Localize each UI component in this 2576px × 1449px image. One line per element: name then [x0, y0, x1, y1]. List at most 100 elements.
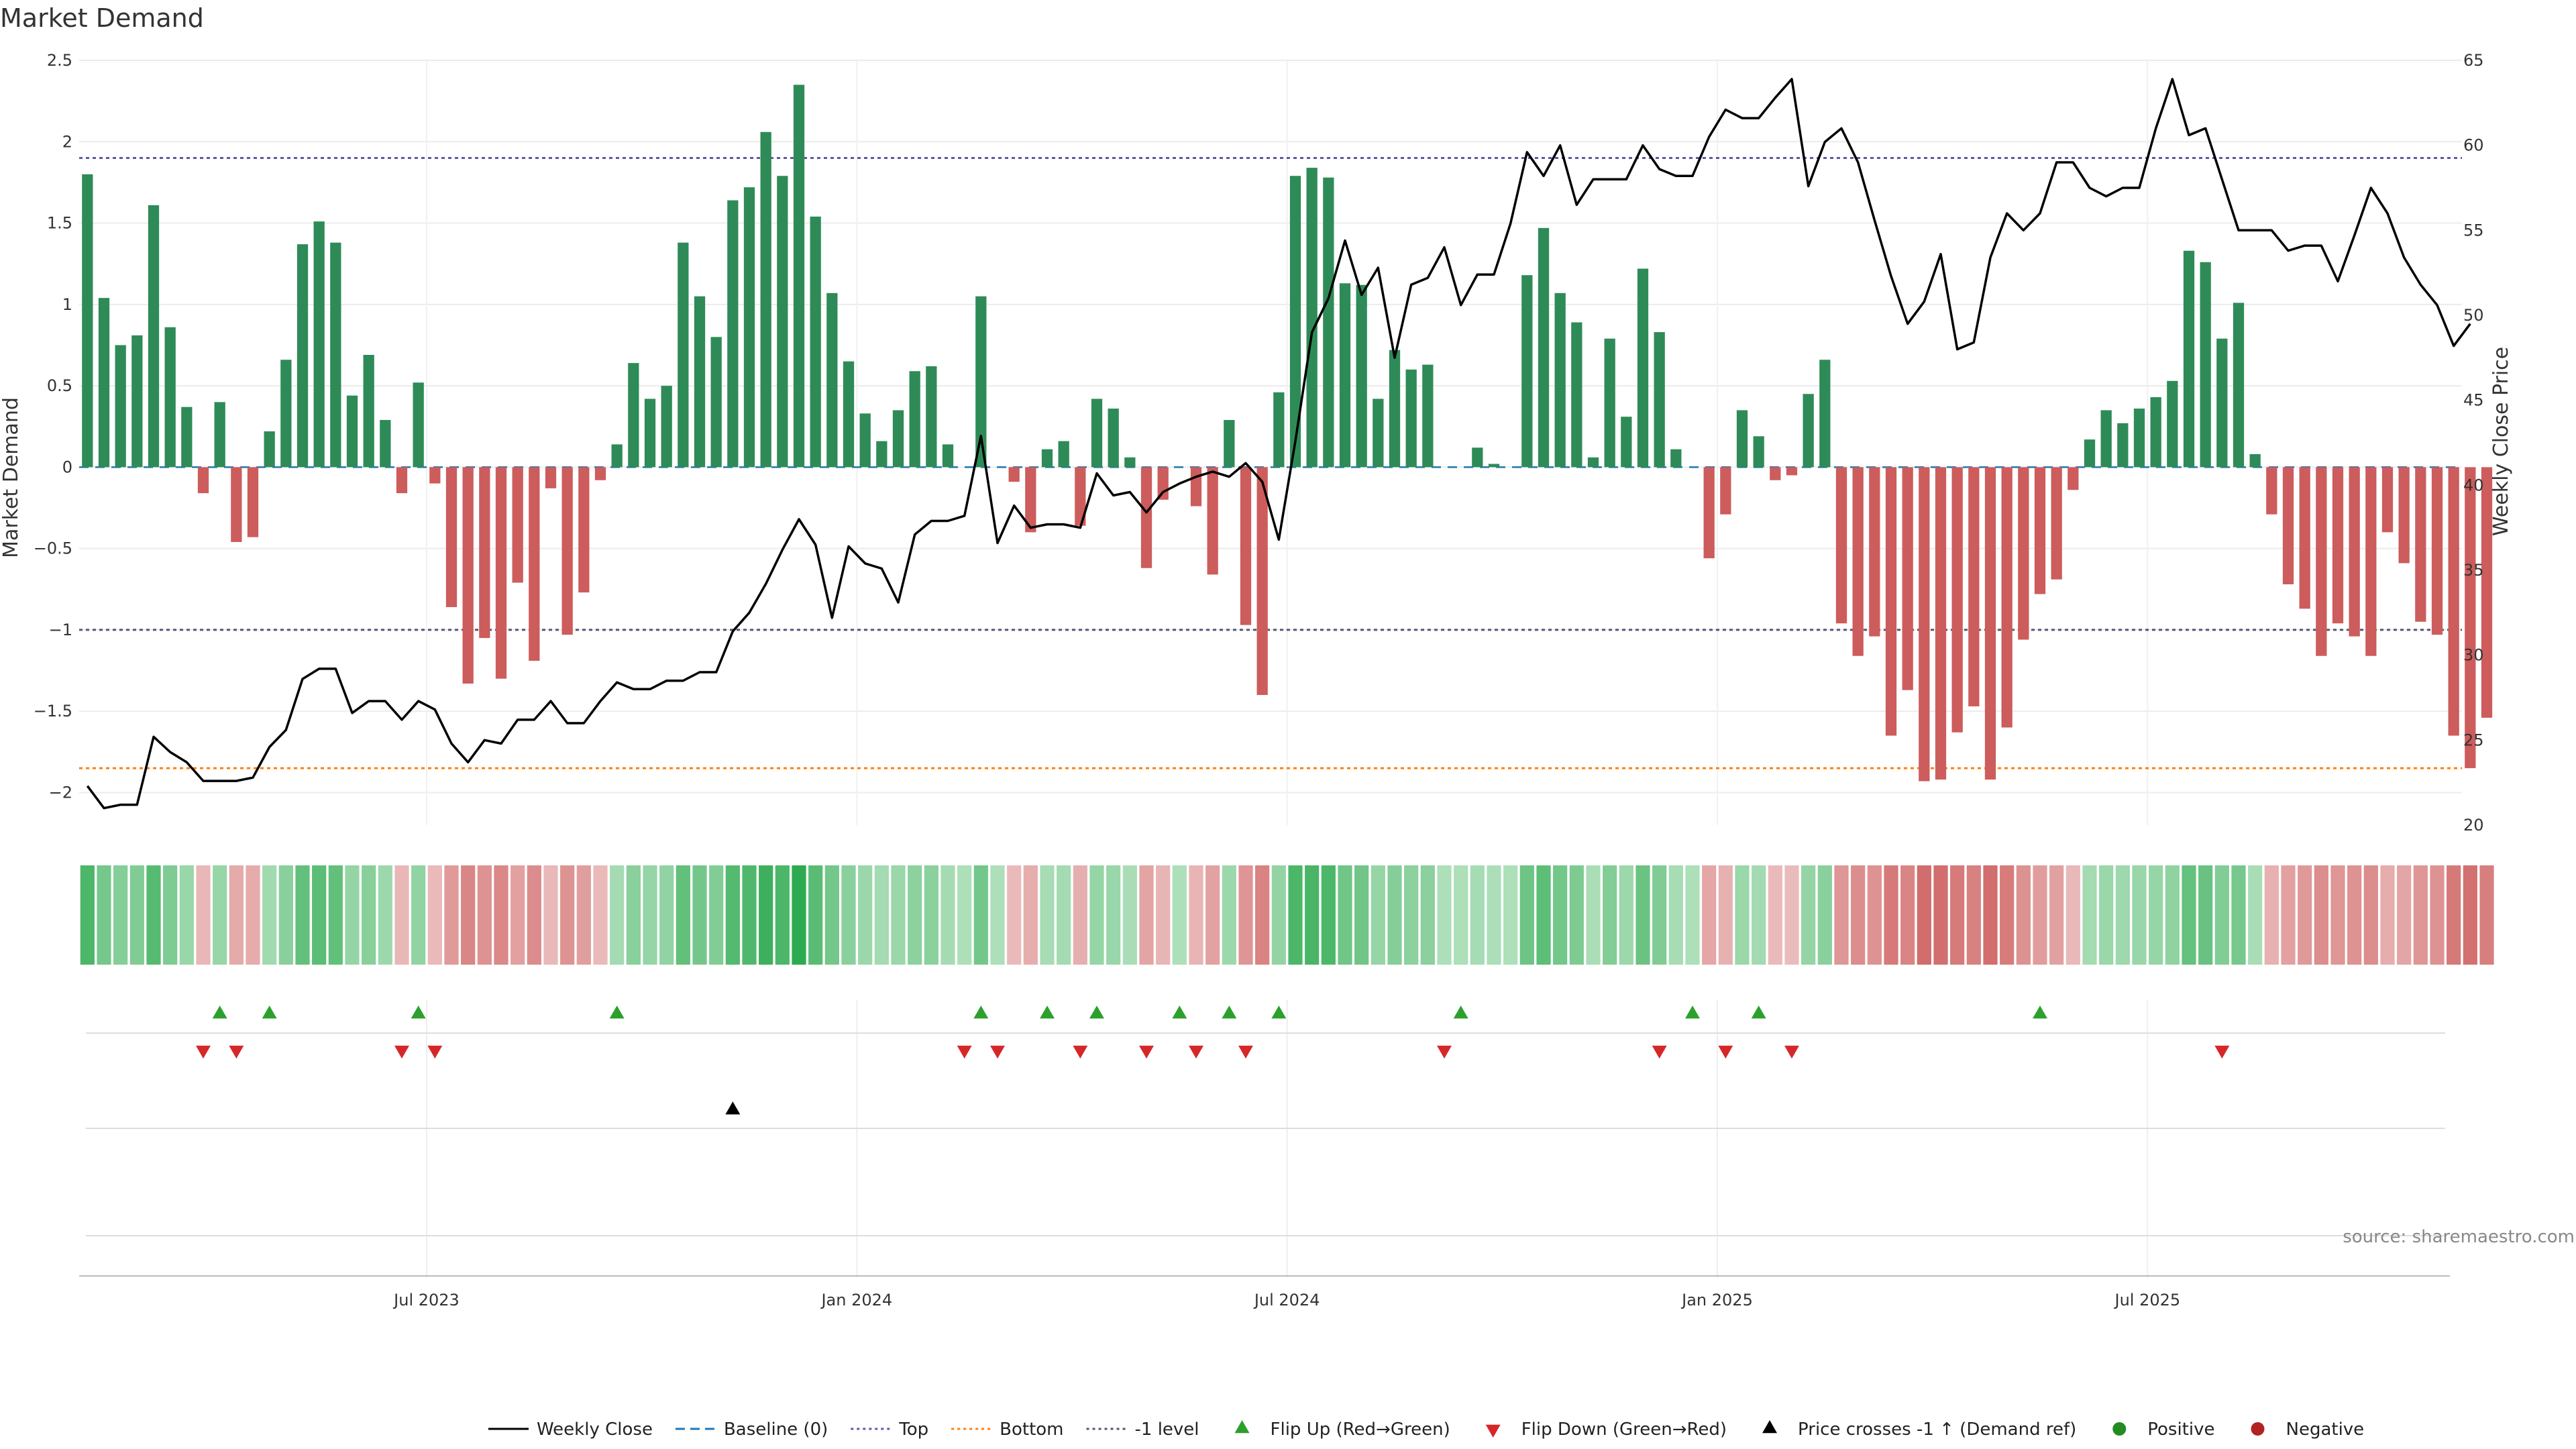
demand-bar: [1637, 268, 1649, 468]
flip-down-marker: [1437, 1045, 1452, 1059]
heat-cell: [2430, 865, 2445, 965]
demand-bars: [82, 85, 2493, 782]
demand-bar: [2431, 467, 2443, 635]
demand-bar: [1835, 467, 1847, 624]
heat-cell: [2363, 865, 2378, 965]
y2-tick-label: 65: [2463, 51, 2484, 70]
heat-cell: [229, 865, 244, 965]
flip-up-marker: [1271, 1006, 1287, 1019]
demand-bar: [1207, 467, 1218, 575]
heat-cell: [179, 865, 194, 965]
demand-bar: [2465, 467, 2476, 769]
demand-bar: [2398, 467, 2410, 564]
demand-bar: [1488, 464, 1500, 468]
demand-bar: [1190, 467, 1202, 506]
demand-bar: [1140, 467, 1152, 568]
demand-bar: [2051, 467, 2062, 580]
demand-bar: [98, 298, 110, 468]
heat-cell: [2231, 865, 2246, 965]
heat-cell: [1900, 865, 1915, 965]
legend-label: Top: [898, 1419, 928, 1440]
demand-bar: [1786, 467, 1798, 476]
cross-up-marker: [725, 1102, 741, 1115]
heat-cell: [411, 865, 426, 965]
y2-tick-label: 50: [2463, 306, 2484, 325]
heat-cell: [1238, 865, 1253, 965]
flip-up-marker: [1040, 1006, 1055, 1019]
demand-bar: [926, 366, 937, 468]
heat-cell: [1156, 865, 1171, 965]
x-tick-label: Jul 2023: [392, 1291, 460, 1309]
heat-cell: [2214, 865, 2229, 965]
heat-cell: [1420, 865, 1435, 965]
heat-cell: [2182, 865, 2196, 965]
heat-cell: [494, 865, 508, 965]
demand-bar: [1224, 420, 1235, 468]
demand-bar: [644, 398, 656, 468]
heat-cell: [2447, 865, 2461, 965]
heat-cell: [1784, 865, 1799, 965]
heat-cell: [1404, 865, 1419, 965]
demand-bar: [1124, 457, 1136, 468]
heat-cell: [543, 865, 558, 965]
x-tick-label: Jan 2025: [1680, 1291, 1753, 1309]
heat-cell: [2149, 865, 2163, 965]
heat-cell: [312, 865, 327, 965]
demand-bar: [2068, 467, 2079, 490]
demand-bar: [1819, 360, 1831, 468]
demand-bar: [2266, 467, 2277, 515]
demand-bar: [1306, 168, 1318, 468]
heat-cell: [2314, 865, 2328, 965]
heat-cell: [146, 865, 161, 965]
legend-label: -1 level: [1135, 1419, 1199, 1440]
demand-bar: [1025, 467, 1036, 533]
demand-bar: [909, 371, 920, 468]
heat-cell: [725, 865, 740, 965]
demand-bar: [942, 444, 954, 468]
demand-bar: [1621, 417, 1632, 468]
flip-down-marker: [1784, 1045, 1799, 1059]
flip-up-marker: [973, 1006, 989, 1019]
heat-cell: [97, 865, 111, 965]
heat-cell: [345, 865, 360, 965]
heat-cell: [394, 865, 409, 965]
demand-heat-strip: [80, 865, 2494, 965]
demand-bar: [495, 467, 507, 679]
heat-cell: [2479, 865, 2494, 965]
heat-cell: [328, 865, 343, 965]
heat-cell: [576, 865, 591, 965]
weekly-close-series: [86, 78, 2471, 810]
demand-bar: [2034, 467, 2046, 594]
demand-bar: [743, 187, 755, 468]
demand-bar: [561, 467, 573, 635]
heat-cell: [1635, 865, 1650, 965]
heat-cell: [941, 865, 955, 965]
heat-cell: [891, 865, 906, 965]
demand-bar: [313, 221, 325, 468]
heat-cell: [2397, 865, 2412, 965]
heat-cell: [1503, 865, 1518, 965]
demand-bar: [1968, 467, 1980, 706]
flip-up-marker: [1172, 1006, 1187, 1019]
demand-bar: [2299, 467, 2310, 609]
y2-tick-label: 55: [2463, 221, 2484, 239]
source-note: source: sharemaestro.com: [2343, 1227, 2575, 1247]
demand-bar: [148, 205, 160, 468]
heat-cell: [2198, 865, 2213, 965]
heat-cell: [692, 865, 707, 965]
heat-cell: [858, 865, 873, 965]
heat-cell: [2099, 865, 2114, 965]
heat-cell: [759, 865, 773, 965]
demand-bar: [1902, 467, 1913, 690]
heat-cell: [444, 865, 459, 965]
demand-bar: [1571, 322, 1582, 468]
demand-bar: [2481, 467, 2493, 718]
heat-cell: [2281, 865, 2296, 965]
heat-cell: [362, 865, 376, 965]
demand-bar: [859, 413, 871, 468]
heat-cell: [924, 865, 938, 965]
demand-bar: [1587, 457, 1599, 468]
heat-cell: [113, 865, 128, 965]
heat-cell: [2016, 865, 2031, 965]
heat-cell: [1387, 865, 1402, 965]
